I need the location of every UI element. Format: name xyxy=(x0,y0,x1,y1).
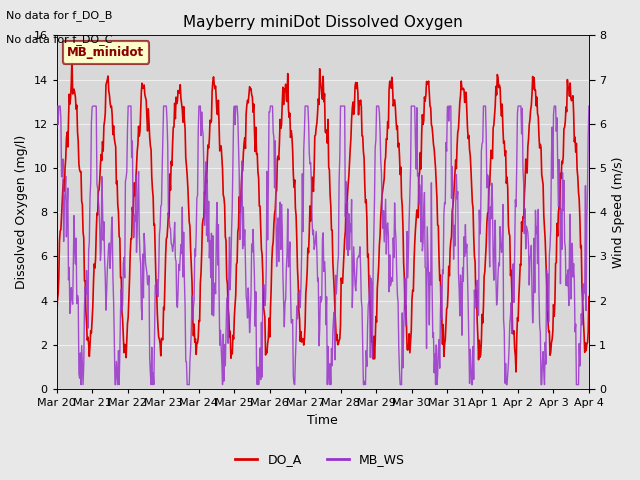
Title: Mayberry miniDot Dissolved Oxygen: Mayberry miniDot Dissolved Oxygen xyxy=(183,15,463,30)
Legend: DO_A, MB_WS: DO_A, MB_WS xyxy=(230,448,410,471)
Legend: MB_minidot: MB_minidot xyxy=(63,41,149,64)
Y-axis label: Wind Speed (m/s): Wind Speed (m/s) xyxy=(612,156,625,268)
Text: No data for f_DO_B: No data for f_DO_B xyxy=(6,10,113,21)
Text: No data for f_DO_C: No data for f_DO_C xyxy=(6,34,113,45)
Y-axis label: Dissolved Oxygen (mg/l): Dissolved Oxygen (mg/l) xyxy=(15,135,28,289)
X-axis label: Time: Time xyxy=(307,414,338,427)
